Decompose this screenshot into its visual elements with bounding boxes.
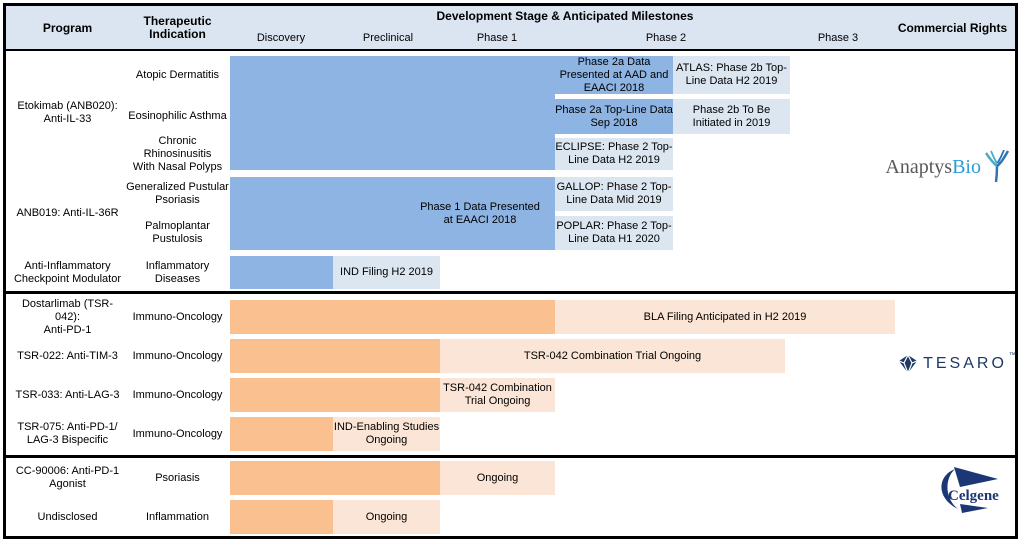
stage-label-discovery: Discovery — [256, 32, 306, 44]
indication-label: Palmoplantar Pustulosis — [145, 220, 210, 245]
indication-label: Chronic Rhinosinusitis With Nasal Polyps — [132, 134, 223, 173]
bar — [230, 417, 333, 451]
trademark-symbol: ™ — [1008, 352, 1016, 359]
column-header-program: Program — [10, 6, 125, 50]
milestone: Ongoing — [333, 500, 440, 534]
milestone: POPLAR: Phase 2 Top- Line Data H1 2020 — [555, 216, 673, 250]
milestone: ATLAS: Phase 2b Top- Line Data H2 2019 — [673, 56, 790, 94]
program-label: TSR-022: Anti-TIM-3 — [17, 349, 118, 362]
bar: Phase 2a Data Presented at AAD and EAACI 2… — [555, 56, 673, 94]
celgene-wordmark: Celgene — [948, 488, 999, 504]
program-label: TSR-075: Anti-PD-1/LAG-3 Bispecific — [17, 421, 118, 446]
column-header-commercial-rights: Commercial Rights — [897, 20, 1008, 35]
tesaro-logo: TESARO ™ — [898, 348, 1016, 380]
indication-label: Inflammatory Diseases — [145, 259, 210, 285]
milestone: Ongoing — [440, 461, 555, 495]
milestone: IND-Enabling Studies Ongoing — [333, 417, 440, 451]
program-label: Undisclosed — [37, 510, 98, 523]
bar: Phase 1 Data Presented at EAACI 2018 — [230, 177, 555, 250]
indication-label: Immuno-Oncology — [132, 427, 223, 440]
anaptysbio-logo: AnaptysBio — [881, 146, 1011, 188]
bar — [230, 339, 440, 373]
stage-label-phase-1: Phase 1 — [476, 32, 518, 44]
indication-label: Atopic Dermatitis — [135, 68, 220, 81]
milestone: BLA Filing Anticipated in H2 2019 — [555, 300, 895, 334]
column-header-therapeutic-indication: Therapeutic Indication — [143, 14, 212, 41]
section-divider — [6, 291, 1015, 294]
indication-label: Eosinophilic Asthma — [128, 110, 227, 122]
celgene-logo: Celgene — [924, 464, 1008, 516]
section-divider — [6, 455, 1015, 458]
bar — [230, 461, 440, 495]
indication-label: Immuno-Oncology — [132, 349, 223, 362]
milestone: IND Filing H2 2019 — [333, 256, 440, 289]
bar — [230, 378, 440, 412]
bar — [230, 500, 333, 534]
milestone: GALLOP: Phase 2 Top- Line Data Mid 2019 — [555, 177, 673, 211]
column-header-development-stage: Development Stage & Anticipated Mileston… — [436, 8, 694, 23]
tesaro-diamond-icon — [898, 354, 918, 374]
milestone: TSR-042 Combination Trial Ongoing — [440, 339, 785, 373]
indication-label: Immuno-Oncology — [132, 310, 223, 323]
stage-label-preclinical: Preclinical — [362, 32, 414, 44]
tesaro-wordmark: TESARO — [923, 355, 1007, 372]
program-label: CC-90006: Anti-PD-1 Agonist — [15, 465, 120, 490]
program-label: ANB019: Anti-IL-36R — [16, 207, 119, 219]
program-label: Dostarlimab (TSR-042): Anti-PD-1 — [21, 297, 114, 336]
table-header — [6, 6, 1015, 51]
anaptysbio-wordmark: AnaptysBio — [885, 155, 981, 178]
program-label: Etokimab (ANB020): Anti-IL-33 — [17, 100, 118, 125]
milestone: ECLIPSE: Phase 2 Top- Line Data H2 2019 — [555, 138, 673, 170]
indication-label: Generalized Pustular Psoriasis — [126, 181, 229, 206]
anaptysbio-antibody-icon — [984, 150, 1010, 183]
bar: Phase 2a Top-Line Data Sep 2018 — [555, 99, 673, 134]
program-label: Anti-Inflammatory Checkpoint Modulator — [13, 259, 121, 285]
indication-label: Immuno-Oncology — [132, 388, 223, 401]
indication-label: Psoriasis — [155, 471, 200, 484]
bar — [230, 300, 555, 334]
stage-label-phase-2: Phase 2 — [645, 32, 687, 44]
indication-label: Inflammation — [146, 510, 209, 523]
outer-border — [3, 3, 1018, 539]
milestone: TSR-042 Combination Trial Ongoing — [440, 378, 555, 412]
column-header-program-label: Program — [42, 20, 93, 35]
program-label: TSR-033: Anti-LAG-3 — [15, 388, 120, 401]
stage-label-phase-3: Phase 3 — [817, 32, 859, 44]
bar — [230, 56, 555, 170]
bar — [230, 256, 333, 289]
milestone: Phase 2b To Be Initiated in 2019 — [673, 99, 790, 134]
celgene-swoosh-icon: Celgene — [941, 467, 999, 513]
